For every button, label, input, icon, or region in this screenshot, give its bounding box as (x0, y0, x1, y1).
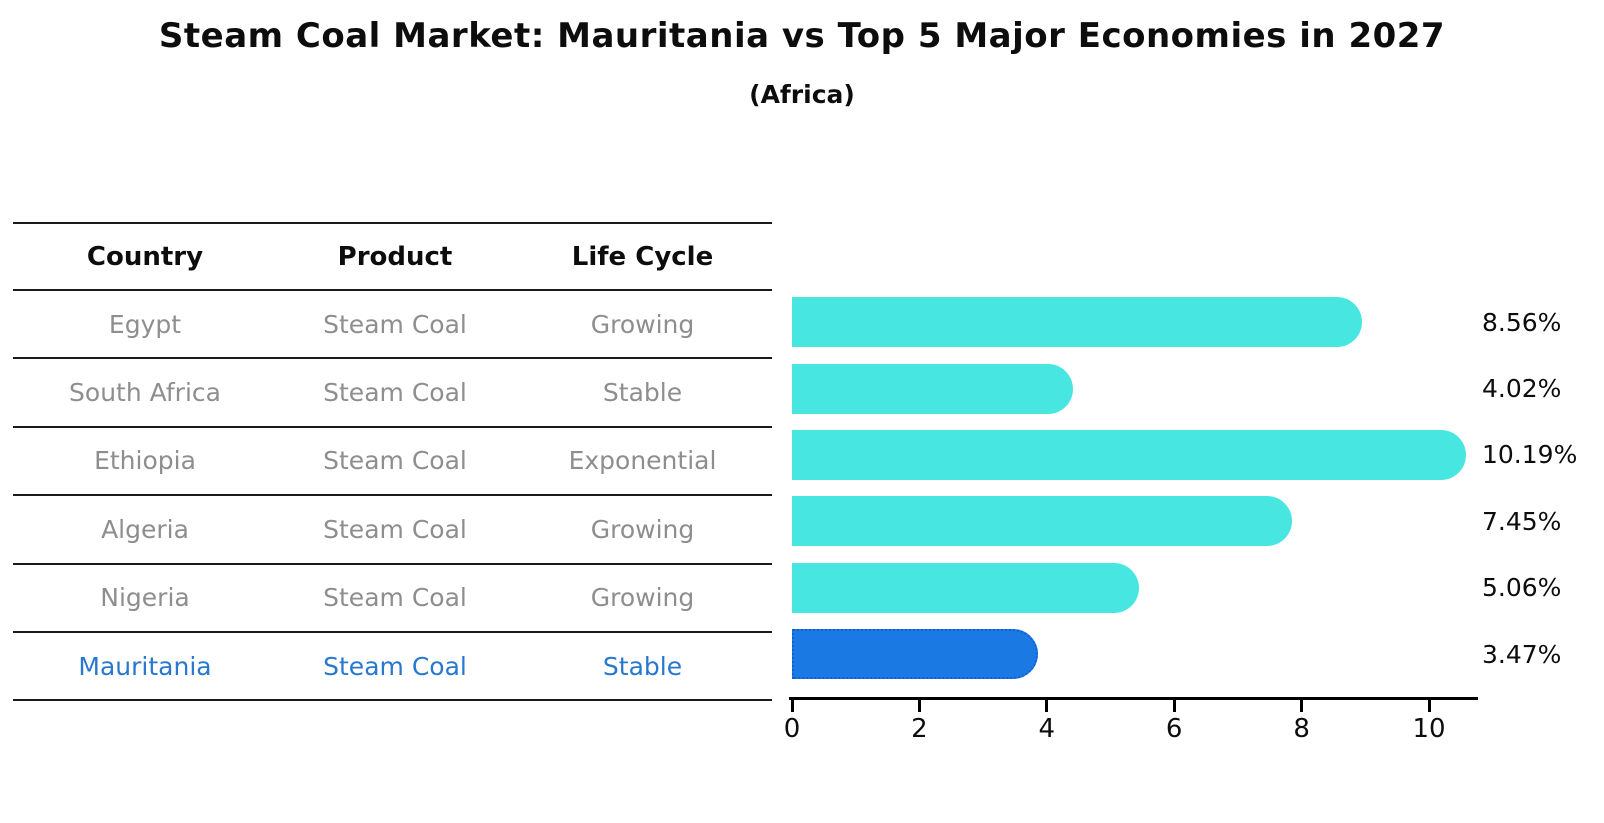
value-label-mauritania: 3.47% (1482, 639, 1562, 669)
bar-ethiopia (792, 429, 1467, 480)
product-cell: Steam Coal (323, 309, 467, 339)
column-header-country: Country (86, 241, 204, 272)
life-cycle-cell: Growing (590, 583, 695, 613)
x-axis-tick-label: 4 (1038, 714, 1056, 744)
x-axis-tick-label: 0 (783, 714, 801, 744)
product-cell: Steam Coal (323, 651, 467, 681)
bar-row-mauritania (792, 621, 1492, 687)
chart-subtitle: (Africa) (749, 80, 855, 109)
x-axis-tick-label: 2 (911, 714, 928, 744)
value-label-column: 8.56% 4.02% 10.19% 7.45% 5.06% 3.47% (1482, 289, 1604, 687)
bar-row-south-africa (792, 355, 1492, 421)
x-axis-tick (1172, 700, 1176, 712)
life-cycle-cell: Stable (602, 378, 683, 408)
country-cell: Nigeria (100, 583, 190, 613)
bar-row-nigeria (792, 555, 1492, 621)
table-header-row: Country Product Life Cycle (13, 224, 772, 291)
table-row-mauritania: Mauritania Steam Coal Stable (13, 633, 772, 702)
value-label-algeria: 7.45% (1482, 506, 1562, 536)
country-cell: Egypt (108, 309, 182, 339)
x-axis-tick-label: 6 (1165, 714, 1183, 744)
x-axis-tick (1300, 700, 1304, 712)
country-cell: Algeria (101, 514, 189, 544)
life-cycle-cell: Growing (590, 514, 695, 544)
table-row-south-africa: South Africa Steam Coal Stable (13, 359, 772, 428)
x-axis-tick (917, 700, 921, 712)
bar-algeria (792, 496, 1292, 547)
x-axis-tick-label: 10 (1412, 714, 1446, 744)
life-cycle-cell: Stable (602, 651, 683, 681)
table-row-algeria: Algeria Steam Coal Growing (13, 496, 772, 565)
country-cell: Mauritania (78, 651, 212, 681)
value-label-egypt: 8.56% (1482, 307, 1562, 337)
country-cell: South Africa (69, 378, 221, 408)
chart-title: Steam Coal Market: Mauritania vs Top 5 M… (158, 16, 1446, 56)
bar-egypt (792, 297, 1363, 348)
table-row-ethiopia: Ethiopia Steam Coal Exponential (13, 428, 772, 497)
bar-row-egypt (792, 289, 1492, 355)
country-table: Country Product Life Cycle Egypt Steam C… (13, 222, 772, 702)
product-cell: Steam Coal (323, 446, 467, 476)
country-cell: Ethiopia (94, 446, 196, 476)
x-axis-tick (1427, 700, 1431, 712)
life-cycle-cell: Growing (590, 309, 695, 339)
bar-chart-area (792, 289, 1492, 687)
x-axis-tick-label: 8 (1293, 714, 1310, 744)
bar-nigeria (792, 562, 1140, 613)
x-axis-tick (1045, 700, 1049, 712)
x-axis-spine (789, 697, 1478, 700)
product-cell: Steam Coal (323, 514, 467, 544)
table-row-nigeria: Nigeria Steam Coal Growing (13, 565, 772, 633)
value-label-nigeria: 5.06% (1482, 573, 1562, 603)
product-cell: Steam Coal (323, 583, 467, 613)
bar-row-ethiopia (792, 422, 1492, 488)
bar-mauritania (792, 629, 1039, 680)
value-label-south-africa: 4.02% (1482, 374, 1562, 404)
column-header-life-cycle: Life Cycle (571, 241, 714, 272)
value-label-ethiopia: 10.19% (1482, 440, 1578, 470)
column-header-product: Product (337, 241, 453, 272)
x-axis-tick (790, 700, 794, 712)
table-row-egypt: Egypt Steam Coal Growing (13, 291, 772, 360)
bar-row-algeria (792, 488, 1492, 554)
bar-south-africa (792, 363, 1074, 414)
life-cycle-cell: Exponential (568, 446, 717, 476)
product-cell: Steam Coal (323, 378, 467, 408)
